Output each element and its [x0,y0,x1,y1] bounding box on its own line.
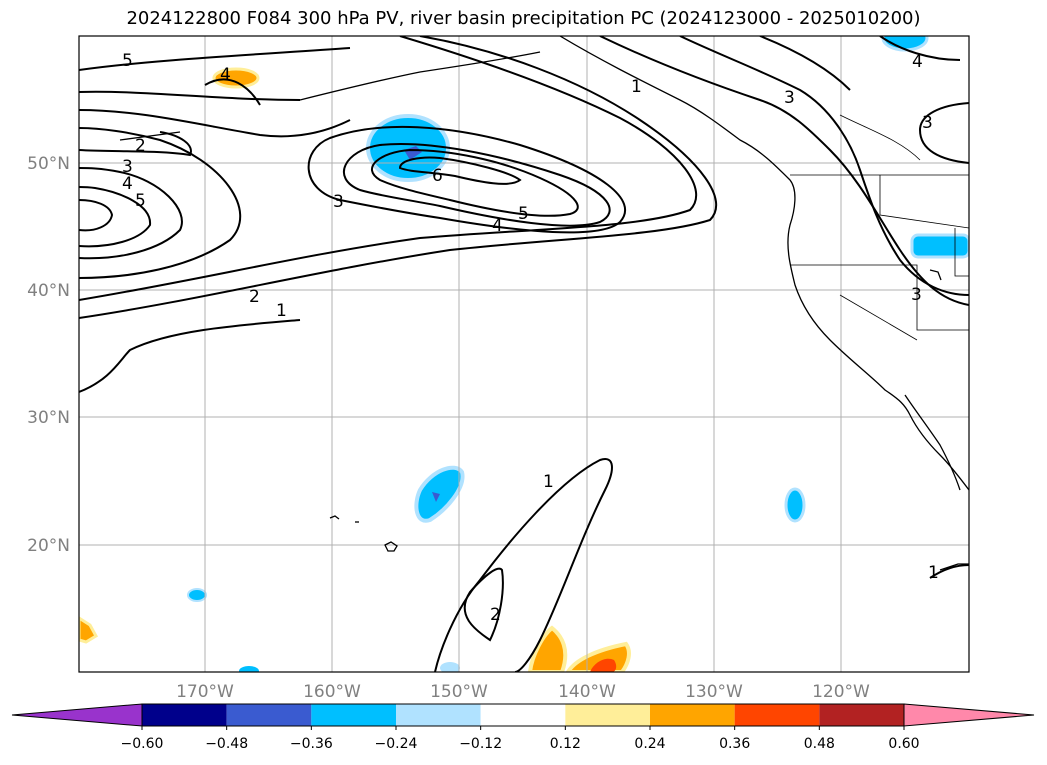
gridlines [79,36,969,672]
colorbar: −0.60 −0.48 −0.36 −0.24 −0.12 0.12 0.24 0.36 0.4… [11,703,1035,752]
contour-label: 3 [333,192,344,212]
colorbar-tick-label: 0.48 [804,736,835,752]
colorbar-tick-label: 0.24 [634,736,665,752]
colorbar-segment [565,704,650,726]
contour-label: 2 [135,136,146,156]
negative-anomaly-blob [440,662,460,672]
colorbar-segment [226,704,312,726]
longitude-label: 130°W [685,682,743,702]
longitude-label: 170°W [176,682,234,702]
contour-label: 4 [912,52,923,72]
contour-label: 1 [631,77,642,97]
latitude-label: 20°N [27,536,70,556]
positive-anomaly-core [590,658,617,672]
colorbar-frame [141,703,905,727]
positive-anomaly-blob [527,625,568,672]
latitude-label: 40°N [27,281,70,301]
contour-label: 2 [490,605,501,625]
map-frame [78,35,970,673]
negative-anomaly-blob [910,233,969,259]
negative-anomaly-blob [784,487,806,523]
colorbar-tick-label: −0.24 [375,736,418,752]
contour-label: 1 [928,563,939,583]
longitude-label: 150°W [430,682,488,702]
colorbar-extend-high [903,703,1035,727]
contour-label: 5 [135,191,146,211]
contour-label: 4 [492,216,503,236]
latitude-labels: 50°N 40°N 30°N 20°N [27,154,70,556]
negative-anomaly-blob [881,36,929,52]
colorbar-segment [311,704,396,726]
colorbar-tick-label: −0.36 [290,736,333,752]
colorbar-tick-label: −0.12 [459,736,502,752]
colorbar-tick-label: 0.60 [888,736,919,752]
contour-label: 5 [518,204,529,224]
contour-label: 6 [432,166,443,186]
negative-anomaly-blob [187,588,207,602]
contour-label: 1 [276,301,287,321]
colorbar-tick-label: 0.12 [550,736,581,752]
positive-anomaly-blob [79,616,99,644]
colorbar-segment [819,704,904,726]
pv-contours [79,36,969,672]
positive-anomaly-blob [212,67,260,89]
colorbar-segment [734,704,820,726]
contour-label: 2 [249,287,260,307]
colorbar-segment [480,704,566,726]
contour-label: 3 [122,157,133,177]
colorbar-tick-label: −0.60 [121,736,164,752]
colorbar-segment [142,704,227,726]
contour-label: 4 [220,65,231,85]
contour-label: 3 [784,88,795,108]
contour-label: 3 [922,113,933,133]
longitude-label: 160°W [303,682,361,702]
coastlines [119,36,969,571]
map-title: 2024122800 F084 300 hPa PV, river basin … [126,8,921,29]
colorbar-segment [650,704,735,726]
colorbar-tick-label: 0.36 [719,736,750,752]
latitude-label: 30°N [27,408,70,428]
latitude-label: 50°N [27,154,70,174]
negative-anomaly-core [432,492,440,502]
colorbar-segment [396,704,481,726]
contour-label: 1 [543,472,554,492]
colorbar-extend-low [11,703,143,727]
contour-label: 5 [122,51,133,71]
negative-anomaly-blob [239,666,259,672]
contour-label: 3 [911,285,922,305]
colorbar-tick-label: −0.48 [205,736,248,752]
contour-label: 4 [122,174,133,194]
longitude-label: 140°W [558,682,616,702]
longitude-labels: 170°W 160°W 150°W 140°W 130°W 120°W [176,682,870,702]
longitude-label: 120°W [812,682,870,702]
contour-labels: 5 2 3 4 5 6 3 4 5 2 1 1 3 3 4 3 1 2 1 4 [122,51,939,625]
political-borders [790,114,969,341]
